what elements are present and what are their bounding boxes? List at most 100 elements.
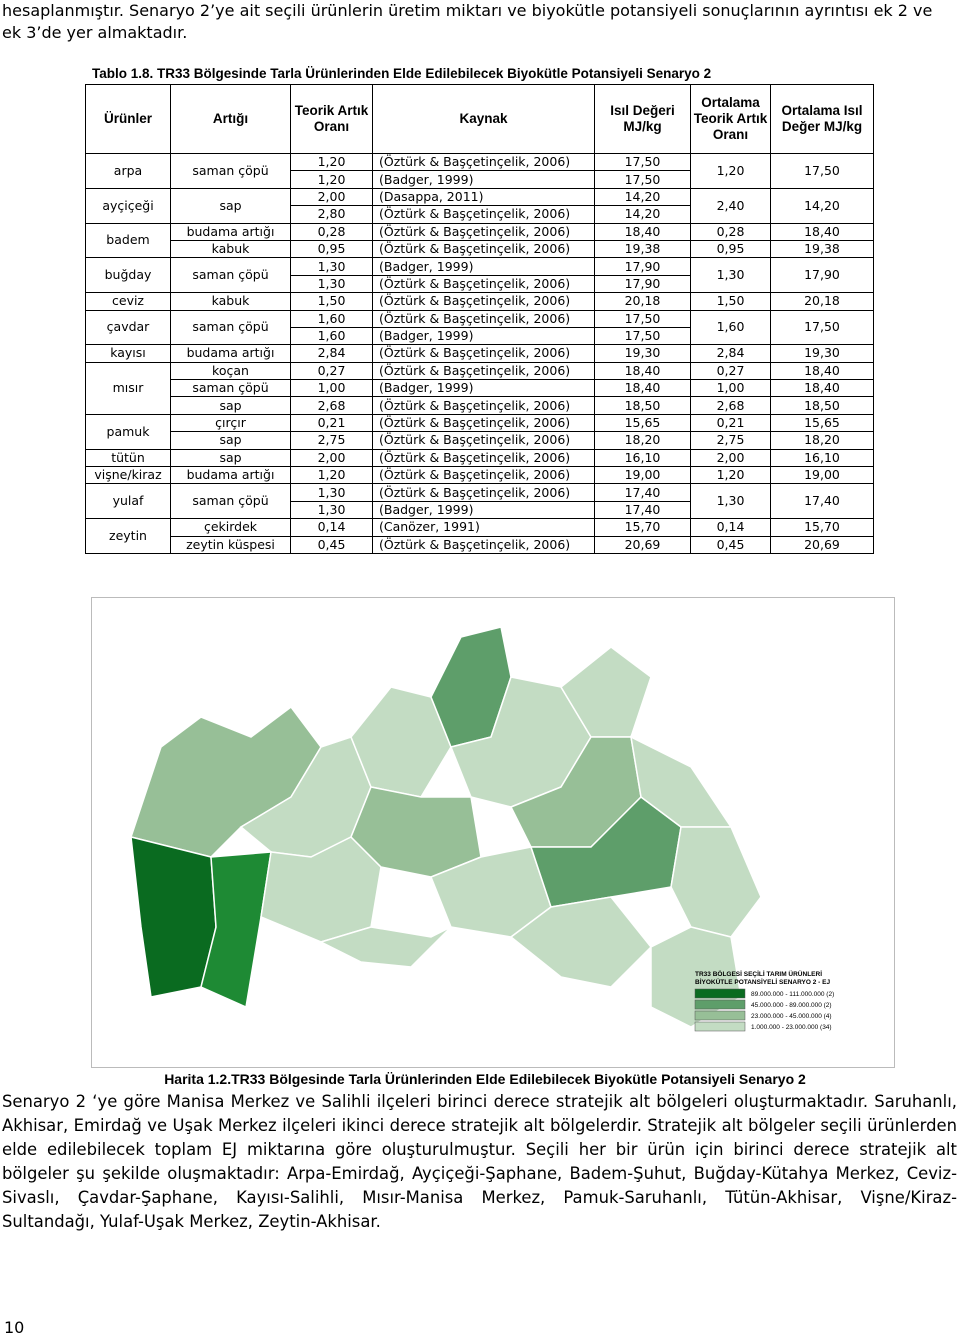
ratio-cell: 0,14 xyxy=(290,518,373,537)
source-cell: (Öztürk & Başçetinçelik, 2006) xyxy=(372,292,595,311)
ratio-cell: 1,30 xyxy=(290,483,373,502)
product-cell: arpa xyxy=(85,153,171,189)
avg-value-cell: 15,70 xyxy=(770,518,874,537)
table-row: vişne/kiraz budama artığı 1,20 (Öztürk & Ba… xyxy=(85,466,874,485)
value-cell: 17,50 xyxy=(594,170,691,189)
avg-value-cell: 16,10 xyxy=(770,448,874,468)
table-row: kabuk 0,95 (Öztürk & Başçetinçelik, 2006) 1… xyxy=(86,239,874,259)
value-cell: 20,18 xyxy=(594,292,691,311)
avg-value-cell: 18,40 xyxy=(770,222,874,241)
intro-text: hesaplanmıştır. Senaryo 2’ye ait seçili … xyxy=(2,1,933,42)
header-cell: Ortalama Teorik Artık Oranı xyxy=(690,84,771,154)
avg-ratio-cell: 1,30 xyxy=(690,257,771,294)
product-cell: vişne/kiraz xyxy=(85,466,171,485)
source-cell: (Öztürk & Başçetinçelik, 2006) xyxy=(372,309,595,328)
residue-cell: çekirdek xyxy=(170,518,291,537)
source-cell: (Öztürk & Başçetinçelik, 2006) xyxy=(372,361,595,381)
avg-ratio-cell: 0,27 xyxy=(690,361,771,381)
avg-ratio-cell: 0,95 xyxy=(690,239,771,259)
table-row: mısır koçan 0,27 (Öztürk & Başçetinçelik, 2… xyxy=(85,361,874,415)
ratio-cell: 1,00 xyxy=(290,379,373,398)
source-cell: (Öztürk & Başçetinçelik, 2006) xyxy=(372,239,595,259)
legend-title: BİYOKÜTLE POTANSİYELİ SENARYO 2 - EJ xyxy=(695,977,830,986)
legend-label: 89.000.000 - 111.000.000 (2) xyxy=(751,991,834,998)
source-cell: (Öztürk & Başçetinçelik, 2006) xyxy=(372,483,595,502)
source-cell: (Öztürk & Başçetinçelik, 2006) xyxy=(372,274,595,294)
header-cell: Teorik Artık Oranı xyxy=(290,84,373,154)
avg-value-cell: 19,38 xyxy=(770,239,874,259)
residue-cell: sap xyxy=(170,187,291,224)
ratio-cell: 2,00 xyxy=(290,448,373,468)
source-cell: (Canözer, 1991) xyxy=(372,518,595,537)
residue-cell: kabuk xyxy=(170,292,291,311)
ratio-cell: 2,75 xyxy=(290,431,373,450)
ratio-cell: 0,21 xyxy=(290,413,373,433)
source-cell: (Badger, 1999) xyxy=(372,500,595,520)
product-cell: tütün xyxy=(85,448,171,468)
avg-value-cell: 18,20 xyxy=(770,431,874,450)
value-cell: 19,38 xyxy=(594,239,691,259)
avg-value-cell: 18,50 xyxy=(770,396,874,415)
legend-swatch xyxy=(694,1021,746,1032)
residue-cell: budama artığı xyxy=(170,344,291,363)
source-cell: (Badger, 1999) xyxy=(372,257,595,276)
ratio-cell: 1,30 xyxy=(290,274,373,294)
legend-swatch xyxy=(694,988,746,999)
ratio-cell: 0,95 xyxy=(290,239,373,259)
legend-label: 1.000.000 - 23.000.000 (34) xyxy=(751,1024,832,1031)
value-cell: 14,20 xyxy=(594,205,691,224)
product-cell: mısır xyxy=(85,361,171,415)
source-cell: (Öztürk & Başçetinçelik, 2006) xyxy=(372,222,595,241)
ratio-cell: 2,80 xyxy=(290,205,373,224)
header-cell: Isıl Değeri MJ/kg xyxy=(594,84,691,154)
table-row: saman çöpü 1,00 (Badger, 1999) 18,40 1,00 18,… xyxy=(86,379,874,398)
header-cell: Artığı xyxy=(170,84,291,154)
residue-cell: sap xyxy=(170,396,291,415)
table-row: pamuk çırçır 0,21 (Öztürk & Başçetinçelik, … xyxy=(85,413,874,450)
value-cell: 15,65 xyxy=(594,413,691,433)
page-number: 10 xyxy=(4,1318,25,1337)
avg-value-cell: 15,65 xyxy=(770,413,874,433)
table-row: tütün sap 2,00 (Öztürk & Başçetinçelik, 200… xyxy=(85,448,874,468)
value-cell: 17,90 xyxy=(594,257,691,276)
residue-cell: zeytin küspesi xyxy=(170,535,291,554)
table-row: ayçiçeği sap 2,00 (Dasappa, 2011) 14,20 2,40 1… xyxy=(85,187,874,224)
avg-ratio-cell: 1,20 xyxy=(690,153,771,189)
ratio-cell: 1,60 xyxy=(290,326,373,346)
residue-cell: saman çöpü xyxy=(170,153,291,189)
body-text: Senaryo 2 ‘ye göre Manisa Merkez ve Sali… xyxy=(2,1092,957,1231)
avg-ratio-cell: 0,45 xyxy=(690,535,771,554)
ratio-cell: 1,50 xyxy=(290,292,373,311)
table-row: 1,30 (Badger, 1999) 17,40 xyxy=(86,500,874,520)
ratio-cell: 1,20 xyxy=(290,466,373,485)
avg-ratio-cell: 1,60 xyxy=(690,309,771,346)
avg-value-cell: 19,30 xyxy=(770,344,874,363)
value-cell: 17,50 xyxy=(594,152,691,172)
residue-cell: sap xyxy=(170,431,291,450)
source-cell: (Öztürk & Başçetinçelik, 2006) xyxy=(372,431,595,450)
header-cell: Ortalama Isıl Değer MJ/kg xyxy=(770,84,874,154)
header-row: Ürünler Artığı Teorik Artık Oranı Kaynak Isı… xyxy=(85,84,874,154)
value-cell: 17,40 xyxy=(594,483,691,502)
product-cell: badem xyxy=(85,222,171,259)
residue-cell: koçan xyxy=(170,361,291,381)
ratio-cell: 1,20 xyxy=(290,170,373,189)
residue-cell: sap xyxy=(170,448,291,468)
value-cell: 18,50 xyxy=(594,396,691,415)
value-cell: 18,40 xyxy=(594,222,691,241)
product-cell: yulaf xyxy=(85,483,171,520)
table-row: zeytin küspesi 0,45 (Öztürk & Başçetinçeli… xyxy=(86,535,874,554)
avg-value-cell: 18,40 xyxy=(770,361,874,381)
avg-value-cell: 20,18 xyxy=(770,292,874,311)
avg-value-cell: 17,40 xyxy=(770,483,874,520)
map: TR33 BÖLGESİ SEÇİLİ TARIM ÜRÜNLERİ BİYOK… xyxy=(91,597,895,1068)
avg-ratio-cell: 1,20 xyxy=(690,466,771,485)
legend-title: TR33 BÖLGESİ SEÇİLİ TARIM ÜRÜNLERİ xyxy=(695,969,822,978)
ratio-cell: 1,60 xyxy=(290,309,373,328)
source-cell: (Öztürk & Başçetinçelik, 2006) xyxy=(372,466,595,485)
product-cell: zeytin xyxy=(85,518,171,554)
value-cell: 18,20 xyxy=(594,431,691,450)
district xyxy=(560,646,652,738)
value-cell: 15,70 xyxy=(594,518,691,537)
